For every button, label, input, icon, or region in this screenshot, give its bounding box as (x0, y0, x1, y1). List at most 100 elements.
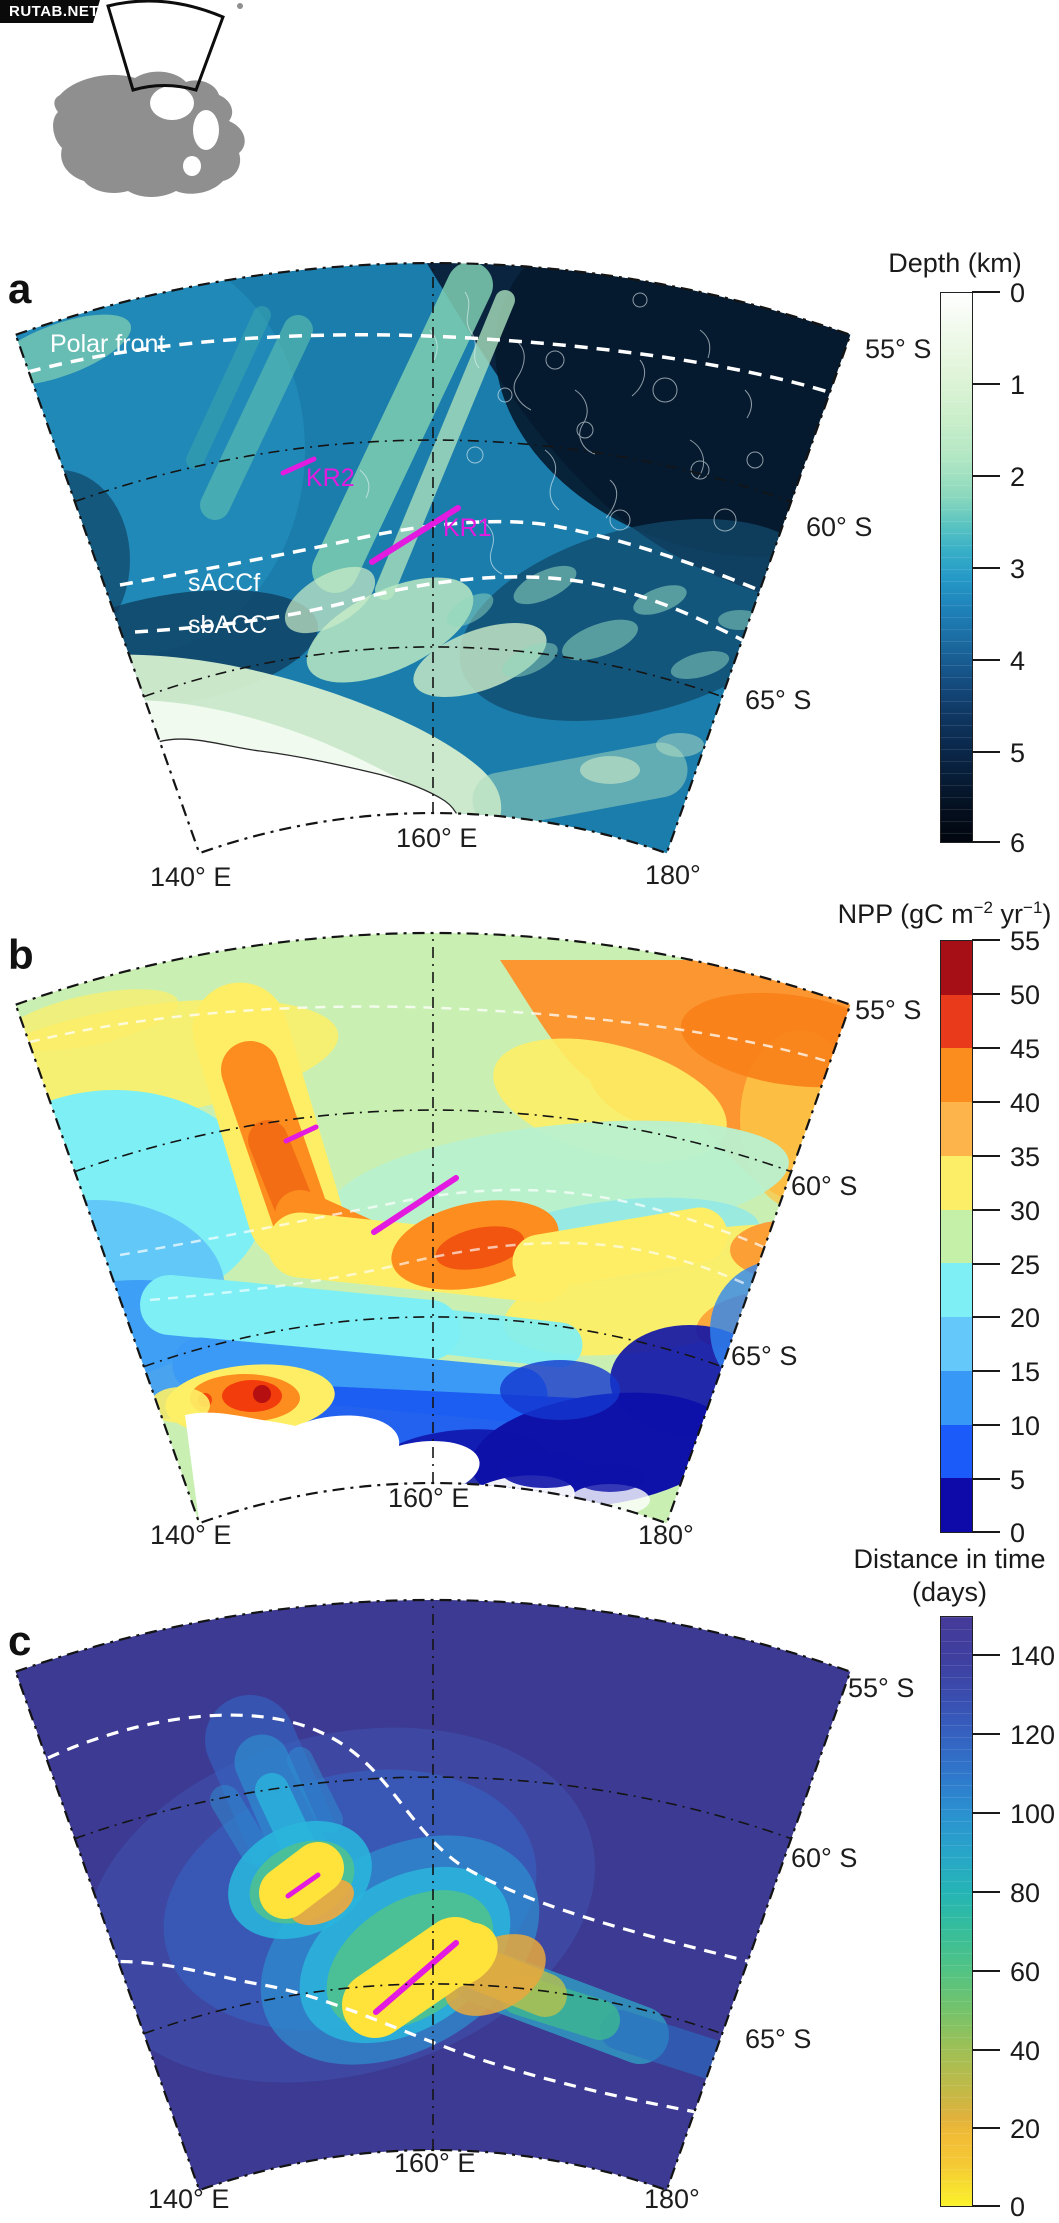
lon-label-c-140e: 140° E (148, 2184, 230, 2214)
kr2-transect-line-c (285, 1872, 321, 1899)
kr2-transect-line-b (283, 1124, 319, 1144)
cb-b-tick (972, 1316, 1000, 1318)
cb-b-block (941, 1424, 972, 1479)
colorbar-b-title: NPP (gC m−2 yr−1) (830, 898, 1059, 930)
lat-label-a-55s: 55° S (865, 334, 932, 364)
front-lines-b (29, 1005, 849, 1320)
cb-c-tick (972, 2049, 1000, 2051)
lat-label-b-60s: 60° S (791, 1171, 858, 1201)
cb-b-ticklabel: 0 (1010, 1518, 1026, 1548)
lon-label-c-180: 180° (644, 2184, 700, 2214)
cb-c-ticklabel: 40 (1010, 2036, 1041, 2066)
lon-label-b-140e: 140° E (150, 1520, 232, 1550)
cb-c-ticklabel: 20 (1010, 2114, 1041, 2144)
cb-a-tick (972, 567, 1000, 569)
cb-c-ticklabel: 140 (1010, 1641, 1056, 1671)
lat-label-c-55s: 55° S (848, 1673, 915, 1703)
lat-label-c-60s: 60° S (791, 1843, 858, 1873)
cb-b-ticklabel: 20 (1010, 1303, 1041, 1333)
lat-label-b-55s: 55° S (855, 995, 922, 1025)
npp-title-sup2: −1 (1023, 898, 1043, 917)
cb-b-tick (972, 1047, 1000, 1049)
lon-label-b-160e: 160° E (388, 1483, 470, 1513)
npp-title-pre: NPP (gC m (837, 899, 974, 929)
cb-a-ticklabel: 6 (1010, 828, 1026, 858)
lon-label-a-160e: 160° E (396, 823, 478, 853)
cb-b-tick (972, 1478, 1000, 1480)
cb-c-tick (972, 2127, 1000, 2129)
cb-b-tick (972, 1531, 1000, 1533)
cb-b-ticklabel: 5 (1010, 1465, 1026, 1495)
cb-c-ticklabel: 100 (1010, 1799, 1056, 1829)
sbacc-line (134, 575, 806, 674)
cb-c-tick (972, 2205, 1000, 2207)
panel-c-map (14, 1598, 852, 2192)
colorbar-c-title-line1: Distance in time (853, 1544, 1046, 1574)
cb-c-ticklabel: 0 (1010, 2192, 1026, 2222)
watermark-badge: RUTAB.NET (0, 0, 100, 23)
ross-sea-notch (150, 86, 194, 120)
colorbar-c (940, 1616, 973, 2207)
cb-b-block (941, 1478, 972, 1533)
cb-b-ticklabel: 30 (1010, 1196, 1041, 1226)
cb-b-ticklabel: 40 (1010, 1088, 1041, 1118)
cb-a-ticklabel: 3 (1010, 554, 1026, 584)
cb-b-block (941, 1048, 972, 1103)
cb-a-tick (972, 751, 1000, 753)
cb-c-tick (972, 1891, 1000, 1893)
cb-a-tick (972, 659, 1000, 661)
cb-b-ticklabel: 25 (1010, 1250, 1041, 1280)
front-lines-a (27, 333, 849, 674)
lat-label-c-65s: 65° S (745, 2024, 812, 2054)
cb-b-tick (972, 1209, 1000, 1211)
lon-label-a-180: 180° (645, 860, 701, 890)
cb-b-ticklabel: 15 (1010, 1357, 1041, 1387)
cb-a-tick (972, 291, 1000, 293)
cb-b-tick (972, 1101, 1000, 1103)
cb-b-block (941, 1317, 972, 1371)
front-lines-c (47, 1713, 851, 2137)
cb-b-block (941, 1209, 972, 1264)
antarctica-inset-map (53, 0, 245, 197)
saccf-line (119, 519, 811, 614)
graticule-b (74, 933, 792, 1483)
cb-c-ticklabel: 120 (1010, 1720, 1056, 1750)
panel-b-map (14, 931, 852, 1525)
cb-c-ticklabel: 80 (1010, 1878, 1041, 1908)
coastline (157, 738, 463, 831)
cb-a-tick (972, 475, 1000, 477)
cb-a-ticklabel: 1 (1010, 370, 1026, 400)
panel-c-letter: c (8, 1617, 32, 1664)
panel-a-map (14, 262, 852, 855)
depth-contours (359, 291, 764, 575)
saccf-label: sACCf (188, 569, 261, 597)
cb-b-ticklabel: 10 (1010, 1411, 1041, 1441)
kr2-source-core (259, 1842, 344, 1919)
lat-label-a-65s: 65° S (745, 685, 812, 715)
cb-a-ticklabel: 4 (1010, 646, 1026, 676)
cb-a-ticklabel: 2 (1010, 462, 1026, 492)
polar-front-line (27, 333, 849, 400)
cb-c-tick (972, 1970, 1000, 1972)
colorbar-a (940, 292, 973, 843)
colorbar-b (940, 940, 973, 1533)
cb-b-ticklabel: 45 (1010, 1034, 1041, 1064)
npp-title-sup1: −2 (973, 898, 994, 917)
map-frame-c (14, 1598, 852, 2192)
panel-b-letter: b (8, 931, 34, 978)
cb-a-ticklabel: 0 (1010, 278, 1026, 308)
lon-label-b-180: 180° (638, 1520, 694, 1550)
lat-label-b-65s: 65° S (731, 1341, 798, 1371)
map-frame-a (14, 262, 852, 855)
npp-title-post: ) (1042, 899, 1052, 929)
cb-b-tick (972, 1424, 1000, 1426)
cb-b-tick (972, 1155, 1000, 1157)
cb-b-block (941, 994, 972, 1049)
cb-c-tick (972, 1654, 1000, 1656)
cb-b-ticklabel: 55 (1010, 926, 1041, 956)
cb-b-tick (972, 1370, 1000, 1372)
cb-c-tick (972, 1733, 1000, 1735)
cb-b-block (941, 1155, 972, 1210)
